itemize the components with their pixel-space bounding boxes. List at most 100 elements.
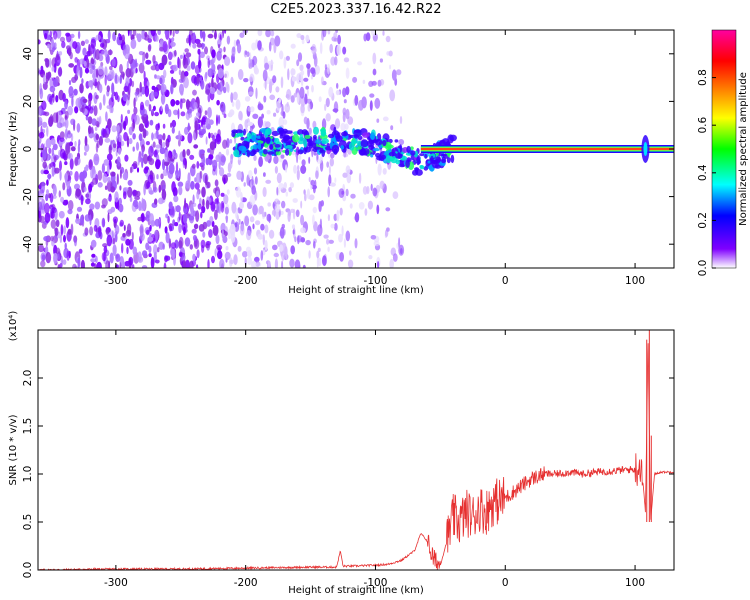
noise-speck bbox=[168, 61, 172, 66]
noise-speck bbox=[224, 251, 231, 260]
noise-speck bbox=[170, 41, 176, 47]
noise-speck bbox=[42, 74, 46, 85]
noise-speck bbox=[301, 39, 305, 45]
noise-speck bbox=[265, 179, 272, 184]
noise-speck bbox=[193, 132, 197, 141]
noise-speck bbox=[55, 53, 60, 60]
noise-speck bbox=[141, 30, 146, 40]
noise-speck bbox=[258, 156, 263, 167]
noise-speck bbox=[97, 182, 103, 188]
noise-speck bbox=[93, 224, 98, 232]
noise-speck bbox=[306, 188, 310, 200]
noise-speck bbox=[184, 237, 191, 247]
noise-speck bbox=[55, 95, 59, 103]
noise-speck bbox=[147, 174, 154, 184]
noise-speck bbox=[171, 37, 175, 42]
noise-speck bbox=[128, 138, 133, 145]
noise-speck bbox=[303, 116, 308, 125]
noise-speck bbox=[172, 64, 178, 72]
noise-speck bbox=[385, 35, 391, 43]
noise-speck bbox=[106, 163, 110, 175]
noise-speck bbox=[192, 43, 197, 49]
noise-speck bbox=[273, 155, 279, 165]
noise-speck bbox=[199, 51, 205, 59]
noise-speck bbox=[148, 145, 154, 158]
noise-speck bbox=[198, 149, 202, 158]
noise-speck bbox=[81, 78, 84, 85]
noise-speck bbox=[66, 131, 72, 139]
noise-speck bbox=[305, 34, 310, 43]
noise-speck bbox=[248, 62, 253, 69]
noise-speck bbox=[252, 113, 259, 120]
noise-speck bbox=[278, 98, 282, 104]
noise-speck bbox=[279, 244, 284, 252]
noise-speck bbox=[101, 217, 106, 228]
noise-speck bbox=[96, 68, 99, 78]
noise-speck bbox=[174, 222, 179, 227]
noise-speck bbox=[45, 138, 52, 149]
noise-speck bbox=[239, 32, 245, 38]
noise-speck bbox=[90, 126, 94, 135]
noise-speck bbox=[313, 150, 317, 156]
noise-speck bbox=[54, 167, 60, 174]
noise-speck bbox=[41, 181, 45, 194]
noise-speck bbox=[192, 234, 197, 242]
noise-speck bbox=[78, 139, 81, 146]
noise-speck bbox=[272, 244, 278, 251]
signal-speck bbox=[382, 139, 387, 147]
noise-speck bbox=[216, 99, 220, 106]
noise-speck bbox=[84, 67, 90, 74]
noise-speck bbox=[342, 46, 347, 55]
noise-speck bbox=[264, 239, 268, 251]
noise-speck bbox=[300, 227, 306, 234]
noise-speck bbox=[276, 172, 282, 184]
noise-speck bbox=[385, 207, 391, 212]
noise-speck bbox=[183, 157, 187, 166]
noise-speck bbox=[226, 189, 230, 195]
noise-speck bbox=[229, 223, 236, 236]
noise-speck bbox=[262, 69, 268, 82]
noise-speck bbox=[88, 183, 93, 193]
noise-speck bbox=[101, 251, 107, 262]
noise-speck bbox=[190, 180, 195, 190]
noise-speck bbox=[330, 182, 336, 187]
noise-speck bbox=[273, 112, 277, 117]
noise-speck bbox=[64, 242, 67, 250]
noise-speck bbox=[347, 116, 354, 125]
noise-speck bbox=[163, 262, 167, 268]
noise-speck bbox=[152, 186, 158, 193]
signal-speck bbox=[398, 163, 406, 168]
noise-speck bbox=[178, 186, 183, 196]
noise-speck bbox=[70, 146, 76, 152]
noise-speck bbox=[169, 69, 175, 74]
noise-speck bbox=[139, 223, 144, 236]
noise-speck bbox=[182, 149, 186, 159]
noise-speck bbox=[223, 46, 226, 53]
noise-speck bbox=[244, 257, 247, 266]
signal-speck bbox=[362, 132, 370, 138]
noise-speck bbox=[264, 78, 267, 91]
noise-speck bbox=[196, 190, 200, 200]
noise-speck bbox=[224, 206, 229, 215]
noise-speck bbox=[142, 128, 147, 139]
noise-speck bbox=[127, 179, 133, 186]
colorbar-tick-label: 0.4 bbox=[697, 164, 709, 181]
noise-speck bbox=[154, 218, 161, 227]
signal-speck bbox=[284, 130, 293, 135]
noise-speck bbox=[370, 183, 373, 191]
noise-speck bbox=[136, 33, 142, 43]
noise-speck bbox=[135, 190, 141, 198]
noise-speck bbox=[244, 50, 248, 56]
noise-speck bbox=[104, 49, 108, 58]
noise-speck bbox=[150, 30, 156, 37]
noise-speck bbox=[382, 116, 389, 122]
noise-speck bbox=[214, 30, 217, 40]
noise-speck bbox=[267, 60, 274, 66]
noise-speck bbox=[180, 90, 184, 96]
noise-speck bbox=[231, 101, 235, 107]
noise-speck bbox=[199, 30, 203, 39]
noise-speck bbox=[372, 187, 378, 197]
noise-speck bbox=[254, 176, 258, 185]
noise-speck bbox=[294, 259, 301, 268]
noise-speck bbox=[205, 117, 211, 124]
